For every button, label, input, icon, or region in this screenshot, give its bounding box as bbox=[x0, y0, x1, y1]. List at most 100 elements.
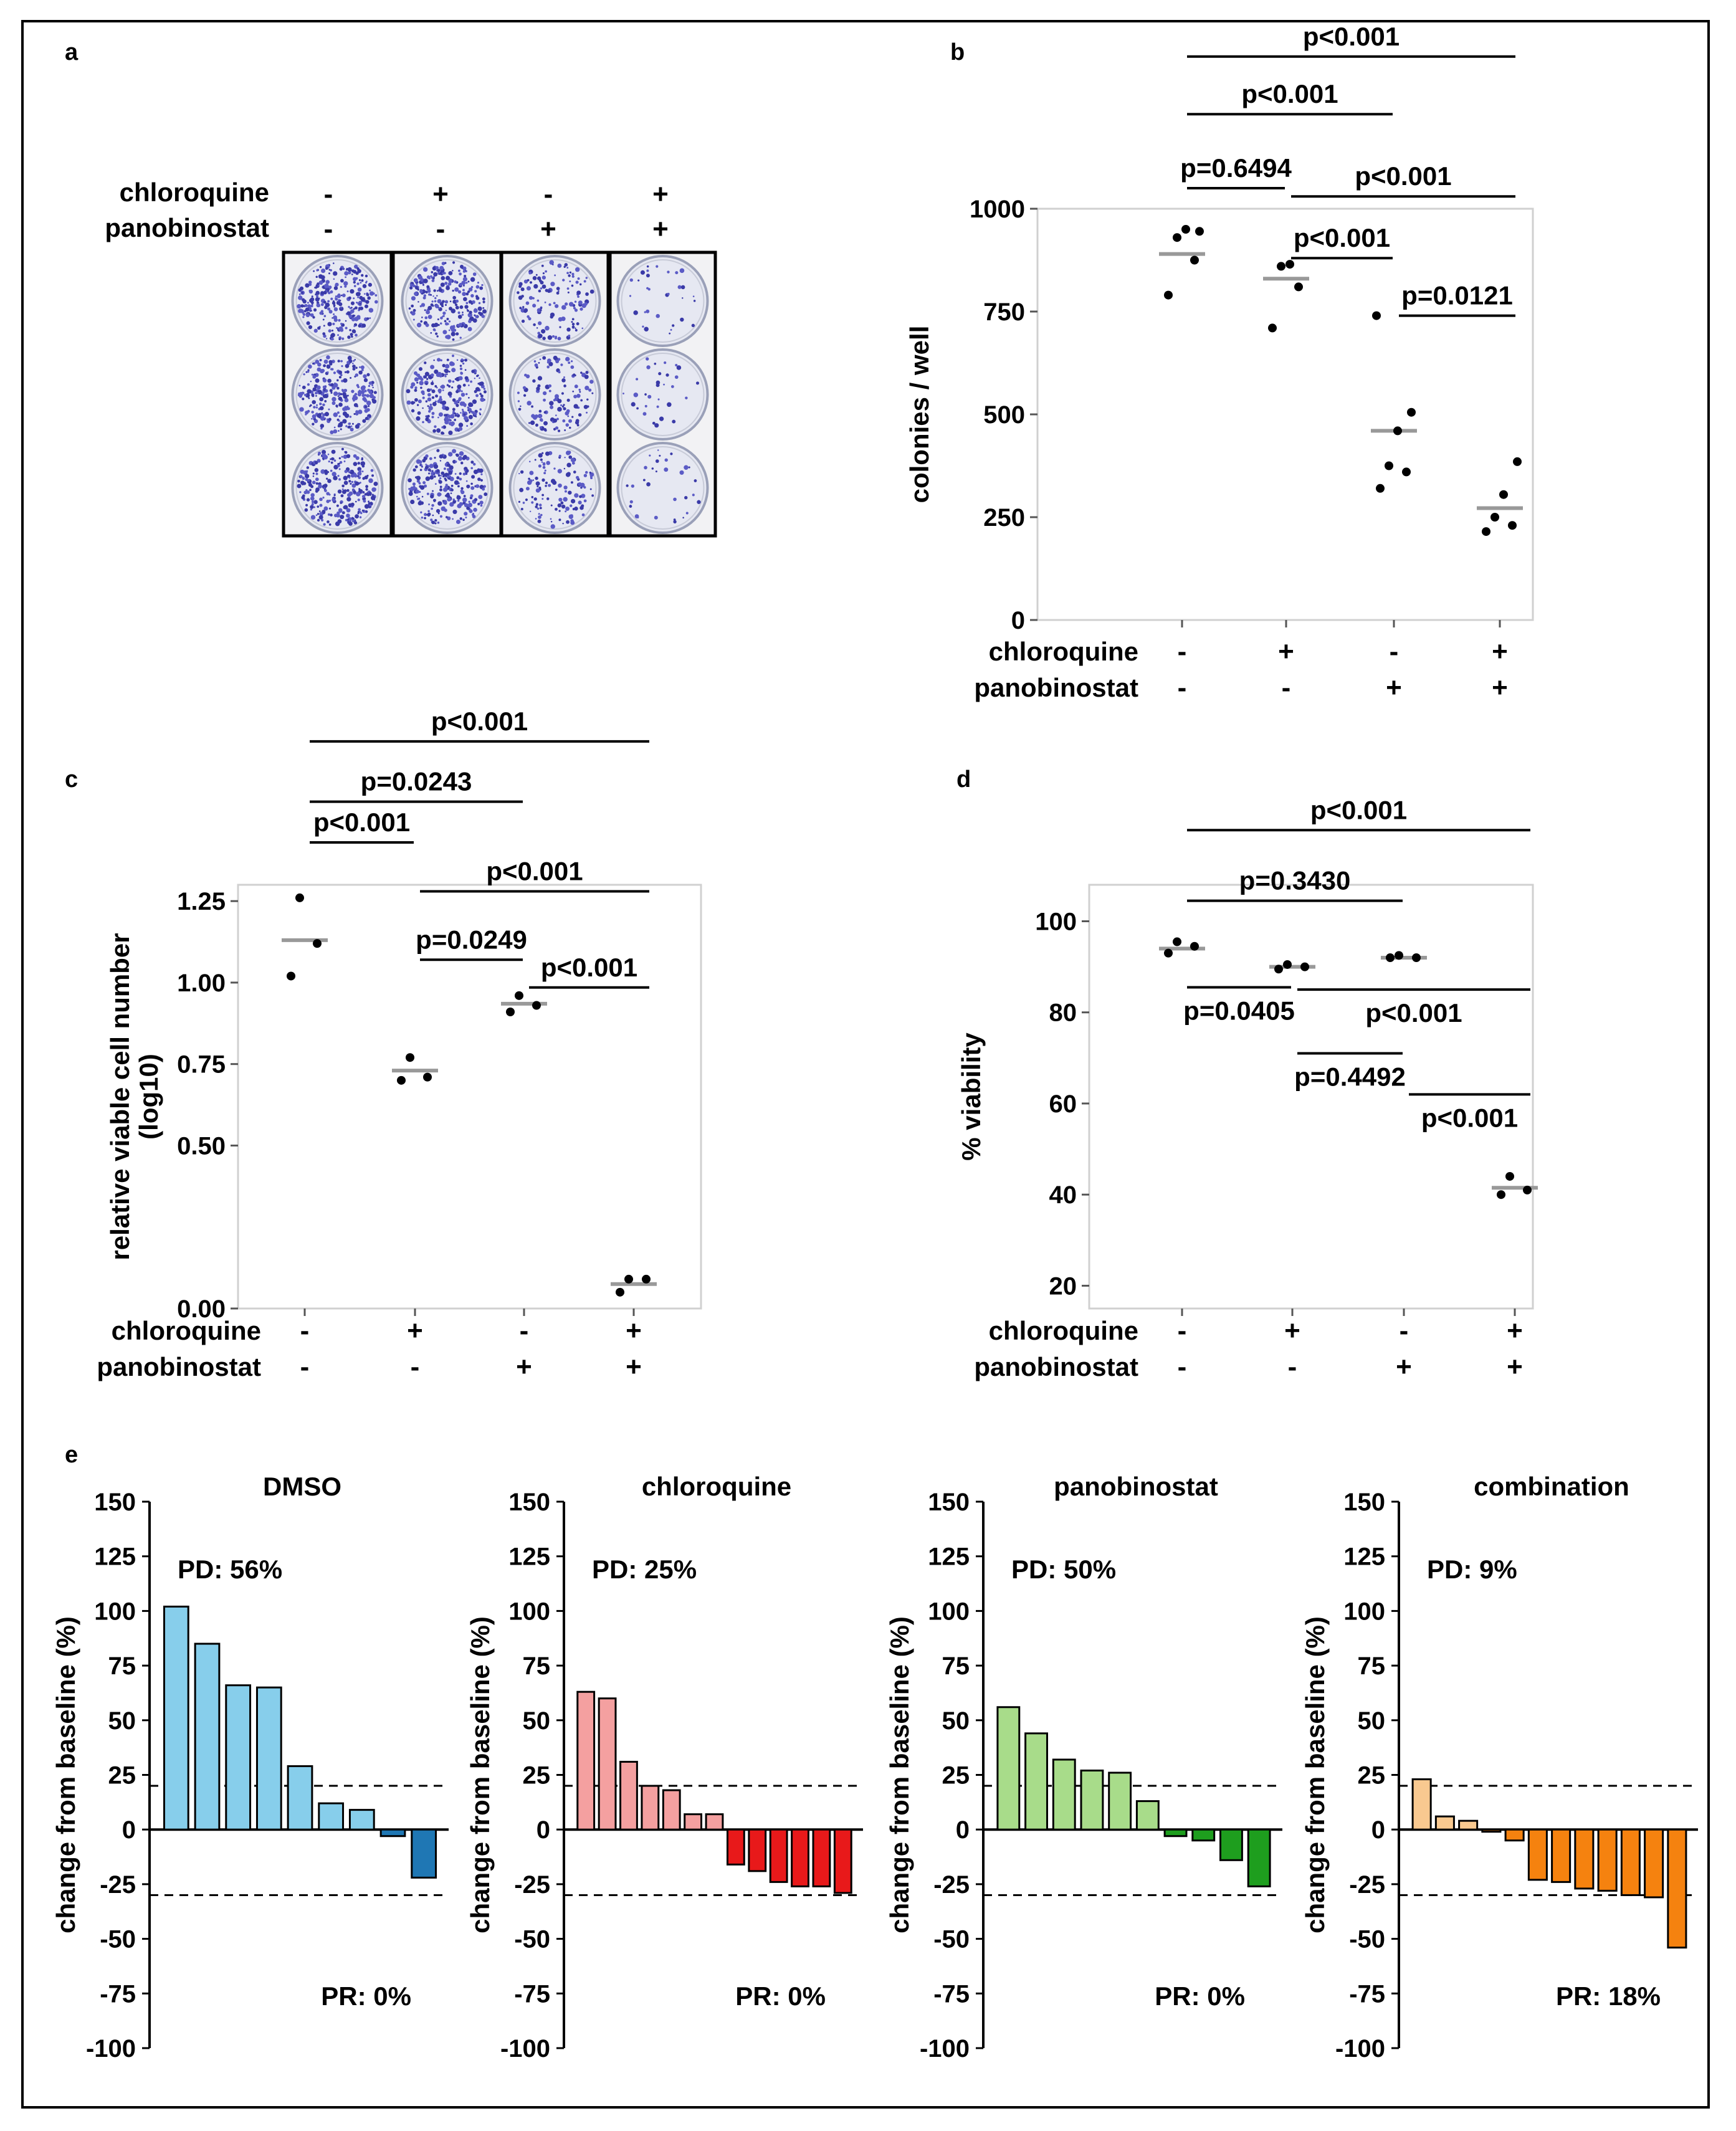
waterfall-bar bbox=[996, 1706, 1021, 1831]
data-group bbox=[1269, 960, 1315, 974]
y-tick-label: 0 bbox=[1371, 1816, 1385, 1844]
data-point bbox=[1407, 408, 1416, 417]
waterfall-bar bbox=[662, 1789, 681, 1831]
y-tick-label: 0 bbox=[122, 1816, 136, 1844]
y-tick-label: -75 bbox=[1349, 1980, 1385, 2008]
data-point bbox=[1173, 937, 1181, 946]
p-value-label: p<0.001 bbox=[1421, 1103, 1518, 1132]
data-point bbox=[506, 1008, 515, 1016]
plate-panobinostat-sign: - bbox=[436, 214, 446, 244]
waterfall-bar bbox=[194, 1642, 221, 1831]
cond-label-panobinostat: panobinostat bbox=[105, 213, 269, 242]
pr-label: PR: 0% bbox=[735, 1981, 826, 2011]
y-tick-label: 100 bbox=[508, 1598, 550, 1625]
y-axis-label: change from baseline (%) bbox=[51, 1616, 80, 1933]
waterfall-bar bbox=[791, 1828, 809, 1887]
panel-a-colony-plates: chloroquine panobinostat - + - + - - + + bbox=[105, 178, 717, 538]
data-point bbox=[1173, 233, 1181, 242]
y-tick-label: 250 bbox=[983, 504, 1025, 532]
cond-label-chloroquine: chloroquine bbox=[989, 637, 1138, 666]
chloroquine-sign: - bbox=[1178, 636, 1187, 667]
data-point bbox=[1395, 951, 1403, 960]
data-point bbox=[1164, 290, 1173, 300]
data-point bbox=[1402, 467, 1411, 477]
panel-d-viability-chart: 20 40 60 80 100 % viability p<0.001 p=0.3430 p=0… bbox=[956, 795, 1538, 1382]
p-value-label: p<0.001 bbox=[313, 808, 410, 837]
data-point bbox=[624, 1274, 633, 1284]
plate-chloroquine-sign: + bbox=[652, 179, 669, 209]
y-tick-label: 100 bbox=[1343, 1598, 1385, 1625]
waterfall-bar bbox=[1504, 1828, 1525, 1842]
y-tick-label: 150 bbox=[1343, 1489, 1385, 1516]
data-point bbox=[1190, 255, 1199, 265]
y-tick-label: 50 bbox=[523, 1707, 551, 1735]
well bbox=[616, 255, 709, 347]
y-tick-label: 40 bbox=[1049, 1181, 1077, 1209]
p-value-label: p=0.4492 bbox=[1294, 1062, 1406, 1092]
well bbox=[291, 348, 384, 441]
waterfall-bar bbox=[769, 1828, 788, 1883]
pd-label: PD: 50% bbox=[1011, 1555, 1116, 1584]
data-point bbox=[406, 1053, 414, 1062]
plate-column bbox=[282, 250, 393, 538]
data-point bbox=[1523, 1185, 1532, 1194]
waterfall-bar bbox=[576, 1690, 596, 1831]
chloroquine-sign: + bbox=[1278, 636, 1294, 667]
panobinostat-sign: + bbox=[1396, 1352, 1412, 1382]
data-point bbox=[1393, 426, 1402, 436]
waterfall-bar bbox=[1527, 1828, 1548, 1881]
pr-label: PR: 18% bbox=[1556, 1981, 1661, 2011]
y-tick-label: -100 bbox=[1335, 2035, 1385, 2062]
waterfall-bar bbox=[833, 1828, 852, 1894]
waterfall-panel: -100 -75 -50 -25 0 25 50 75 100 125 150 change from… bbox=[51, 1472, 449, 2062]
p-value-label: p=0.3430 bbox=[1239, 866, 1351, 895]
data-point bbox=[1482, 527, 1490, 536]
data-point bbox=[295, 893, 304, 902]
p-value-label: p=0.0243 bbox=[361, 767, 472, 796]
pd-label: PD: 25% bbox=[592, 1555, 697, 1584]
panel-label-b: b bbox=[950, 39, 965, 65]
data-point bbox=[642, 1274, 651, 1284]
y-tick-label: 80 bbox=[1049, 999, 1077, 1027]
y-tick-label: 75 bbox=[108, 1652, 136, 1680]
y-tick-label: 125 bbox=[94, 1543, 136, 1571]
data-point bbox=[1190, 942, 1199, 951]
y-tick-label: 0 bbox=[956, 1816, 970, 1844]
chloroquine-sign: - bbox=[1390, 636, 1399, 667]
pd-label: PD: 9% bbox=[1427, 1555, 1517, 1584]
waterfall-bar bbox=[163, 1605, 189, 1831]
y-tick-label: 25 bbox=[108, 1762, 136, 1790]
data-point bbox=[1490, 513, 1499, 522]
y-tick-label: 0.75 bbox=[177, 1051, 226, 1079]
p-value-label: p=0.0121 bbox=[1401, 281, 1513, 310]
y-tick-label: 0 bbox=[537, 1816, 550, 1844]
waterfall-bar bbox=[812, 1828, 831, 1887]
data-group bbox=[1492, 1171, 1538, 1199]
y-tick-label: 75 bbox=[942, 1652, 970, 1680]
data-point bbox=[532, 1001, 541, 1010]
panobinostat-sign: + bbox=[1492, 672, 1508, 703]
waterfall-bar bbox=[318, 1802, 345, 1831]
cond-label-chloroquine: chloroquine bbox=[120, 178, 269, 207]
panobinostat-sign: - bbox=[1178, 1352, 1187, 1382]
y-tick-label: 1.25 bbox=[177, 888, 226, 915]
panobinostat-sign: - bbox=[411, 1352, 420, 1382]
y-tick-label: 25 bbox=[523, 1762, 551, 1790]
waterfall-bar bbox=[1574, 1828, 1595, 1890]
plate-column bbox=[500, 250, 610, 538]
panel-e-waterfall-charts: -100 -75 -50 -25 0 25 50 75 100 125 150 change from… bbox=[51, 1472, 1698, 2062]
waterfall-bar bbox=[1247, 1828, 1271, 1887]
chloroquine-sign: + bbox=[1492, 636, 1508, 667]
well bbox=[291, 255, 384, 347]
chloroquine-sign: - bbox=[520, 1315, 529, 1346]
data-point bbox=[616, 1287, 624, 1297]
data-point bbox=[1164, 948, 1173, 958]
data-point bbox=[423, 1072, 432, 1082]
p-value-label: p<0.001 bbox=[1241, 79, 1338, 108]
data-point bbox=[287, 971, 295, 981]
p-value-label: p=0.0249 bbox=[416, 925, 527, 954]
panel-label-e: e bbox=[65, 1442, 78, 1468]
panel-label-c: c bbox=[65, 766, 78, 793]
panobinostat-sign: - bbox=[1178, 672, 1187, 703]
data-point bbox=[1277, 262, 1285, 271]
